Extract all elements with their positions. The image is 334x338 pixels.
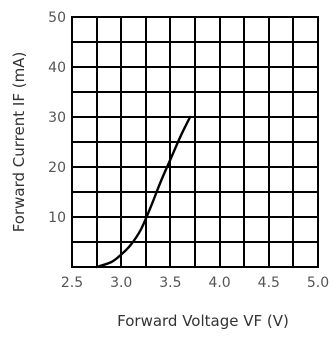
y-axis-title: Forward Current IF (mA) — [10, 52, 28, 233]
y-tick-label: 50 — [48, 10, 66, 26]
y-tick-label: 40 — [48, 60, 66, 76]
x-tick-label: 3.0 — [110, 275, 132, 291]
y-tick-label: 20 — [48, 160, 66, 176]
plot-frame — [71, 16, 319, 268]
x-tick-label: 4.5 — [258, 275, 280, 291]
x-tick-label: 3.5 — [159, 275, 181, 291]
x-tick-labels: 2.5 3.0 3.5 4.0 4.5 5.0 — [61, 275, 329, 291]
y-tick-label: 30 — [48, 110, 66, 126]
y-tick-label: 10 — [48, 210, 66, 226]
grid — [72, 17, 318, 267]
x-tick-label: 2.5 — [61, 275, 83, 291]
series-line-forward-current — [95, 115, 192, 269]
x-axis-title: Forward Voltage VF (V) — [117, 312, 289, 330]
x-tick-label: 4.0 — [208, 275, 230, 291]
x-tick-label: 5.0 — [307, 275, 329, 291]
y-tick-labels: 10 20 30 40 50 — [48, 10, 66, 226]
